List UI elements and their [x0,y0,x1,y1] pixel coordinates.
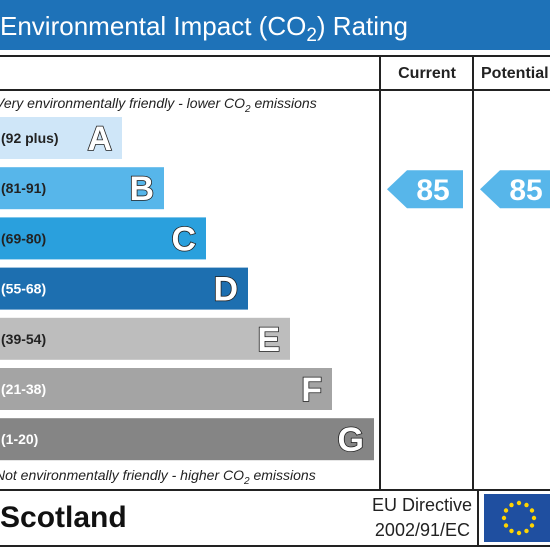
band-a [0,117,122,159]
eu-star [516,530,522,536]
eu-star [529,523,535,528]
band-e-range: (39-54) [1,331,46,347]
band-g-range: (1-20) [1,431,38,447]
title-bar [0,0,550,50]
eu-star [503,508,509,513]
band-f-range: (21-38) [1,381,46,397]
eu-star [509,528,514,534]
band-e [0,317,290,360]
band-d-letter: D [213,271,238,309]
eu-star [501,515,507,521]
potential-pointer [480,170,550,209]
band-g-letter: G [338,421,364,459]
band-e-letter: E [257,321,280,359]
column-header-current: Current [398,65,456,82]
eu-directive-line2: 2002/91/EC [375,520,470,540]
eu-star [524,502,529,508]
eu-star [524,528,529,534]
potential-score: 85 [509,174,542,207]
top-note: Very environmentally friendly - lower CO… [0,95,317,115]
band-c-letter: C [171,220,196,258]
band-b [0,167,164,210]
eu-star [529,508,535,513]
current-score: 85 [416,174,449,207]
band-d [0,267,248,310]
chart-title: Environmental Impact (CO2) Rating [0,11,408,46]
eu-star [509,502,514,508]
band-b-range: (81-91) [1,180,46,196]
rating-bands: (92 plus) A (81-91) B (69-80) C (55-68) D (39-54… [0,117,374,461]
band-a-letter: A [87,120,112,158]
eu-flag-icon [484,494,550,542]
eu-star [503,523,509,528]
band-c [0,217,206,260]
column-header-potential: Potential [481,65,549,82]
band-g [0,418,374,461]
rating-pointers: 85 85 [387,170,550,209]
current-pointer [387,170,463,209]
band-a-range: (92 plus) [1,130,59,146]
eu-directive-line1: EU Directive [372,495,472,515]
eu-star [516,500,522,506]
bottom-note: Not environmentally friendly - higher CO… [0,467,316,487]
band-c-range: (69-80) [1,230,46,246]
band-d-range: (55-68) [1,281,46,297]
region-label: Scotland [0,501,127,534]
eu-star [531,515,537,521]
band-f [0,368,332,410]
eu-stars [501,500,537,536]
band-f-letter: F [301,371,322,409]
band-b-letter: B [129,170,154,208]
